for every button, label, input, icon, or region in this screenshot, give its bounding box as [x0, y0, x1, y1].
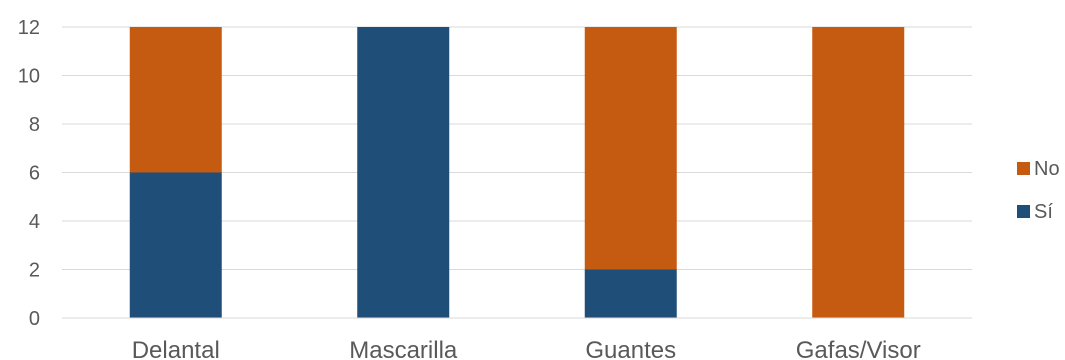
x-axis-category-labels: Delantal Mascarilla Guantes Gafas/Visor	[132, 337, 921, 360]
y-tick-label: 0	[29, 308, 40, 330]
bar-segment-si	[129, 172, 222, 318]
x-category-label: Mascarilla	[349, 337, 458, 360]
y-axis-tick-labels: 0 2 4 6 8 10 12	[18, 17, 40, 330]
y-tick-label: 8	[29, 114, 40, 136]
legend-label-no: No	[1034, 158, 1060, 180]
bar-segment-si	[357, 27, 450, 318]
legend-swatch-no	[1017, 162, 1030, 175]
y-tick-label: 6	[29, 163, 40, 185]
x-category-label: Delantal	[132, 337, 220, 360]
y-tick-label: 10	[18, 66, 40, 88]
y-tick-label: 12	[18, 17, 40, 39]
bar-segment-no	[129, 27, 222, 173]
bar-segment-no	[812, 27, 905, 318]
y-tick-label: 2	[29, 260, 40, 282]
x-category-label: Gafas/Visor	[796, 337, 921, 360]
legend: No Sí	[1017, 158, 1060, 223]
y-tick-label: 4	[29, 211, 40, 233]
bars	[129, 27, 905, 318]
legend-swatch-si	[1017, 205, 1030, 218]
x-category-label: Guantes	[585, 337, 676, 360]
legend-label-si: Sí	[1034, 201, 1053, 223]
bar-segment-no	[584, 27, 677, 270]
bar-segment-si	[584, 269, 677, 318]
